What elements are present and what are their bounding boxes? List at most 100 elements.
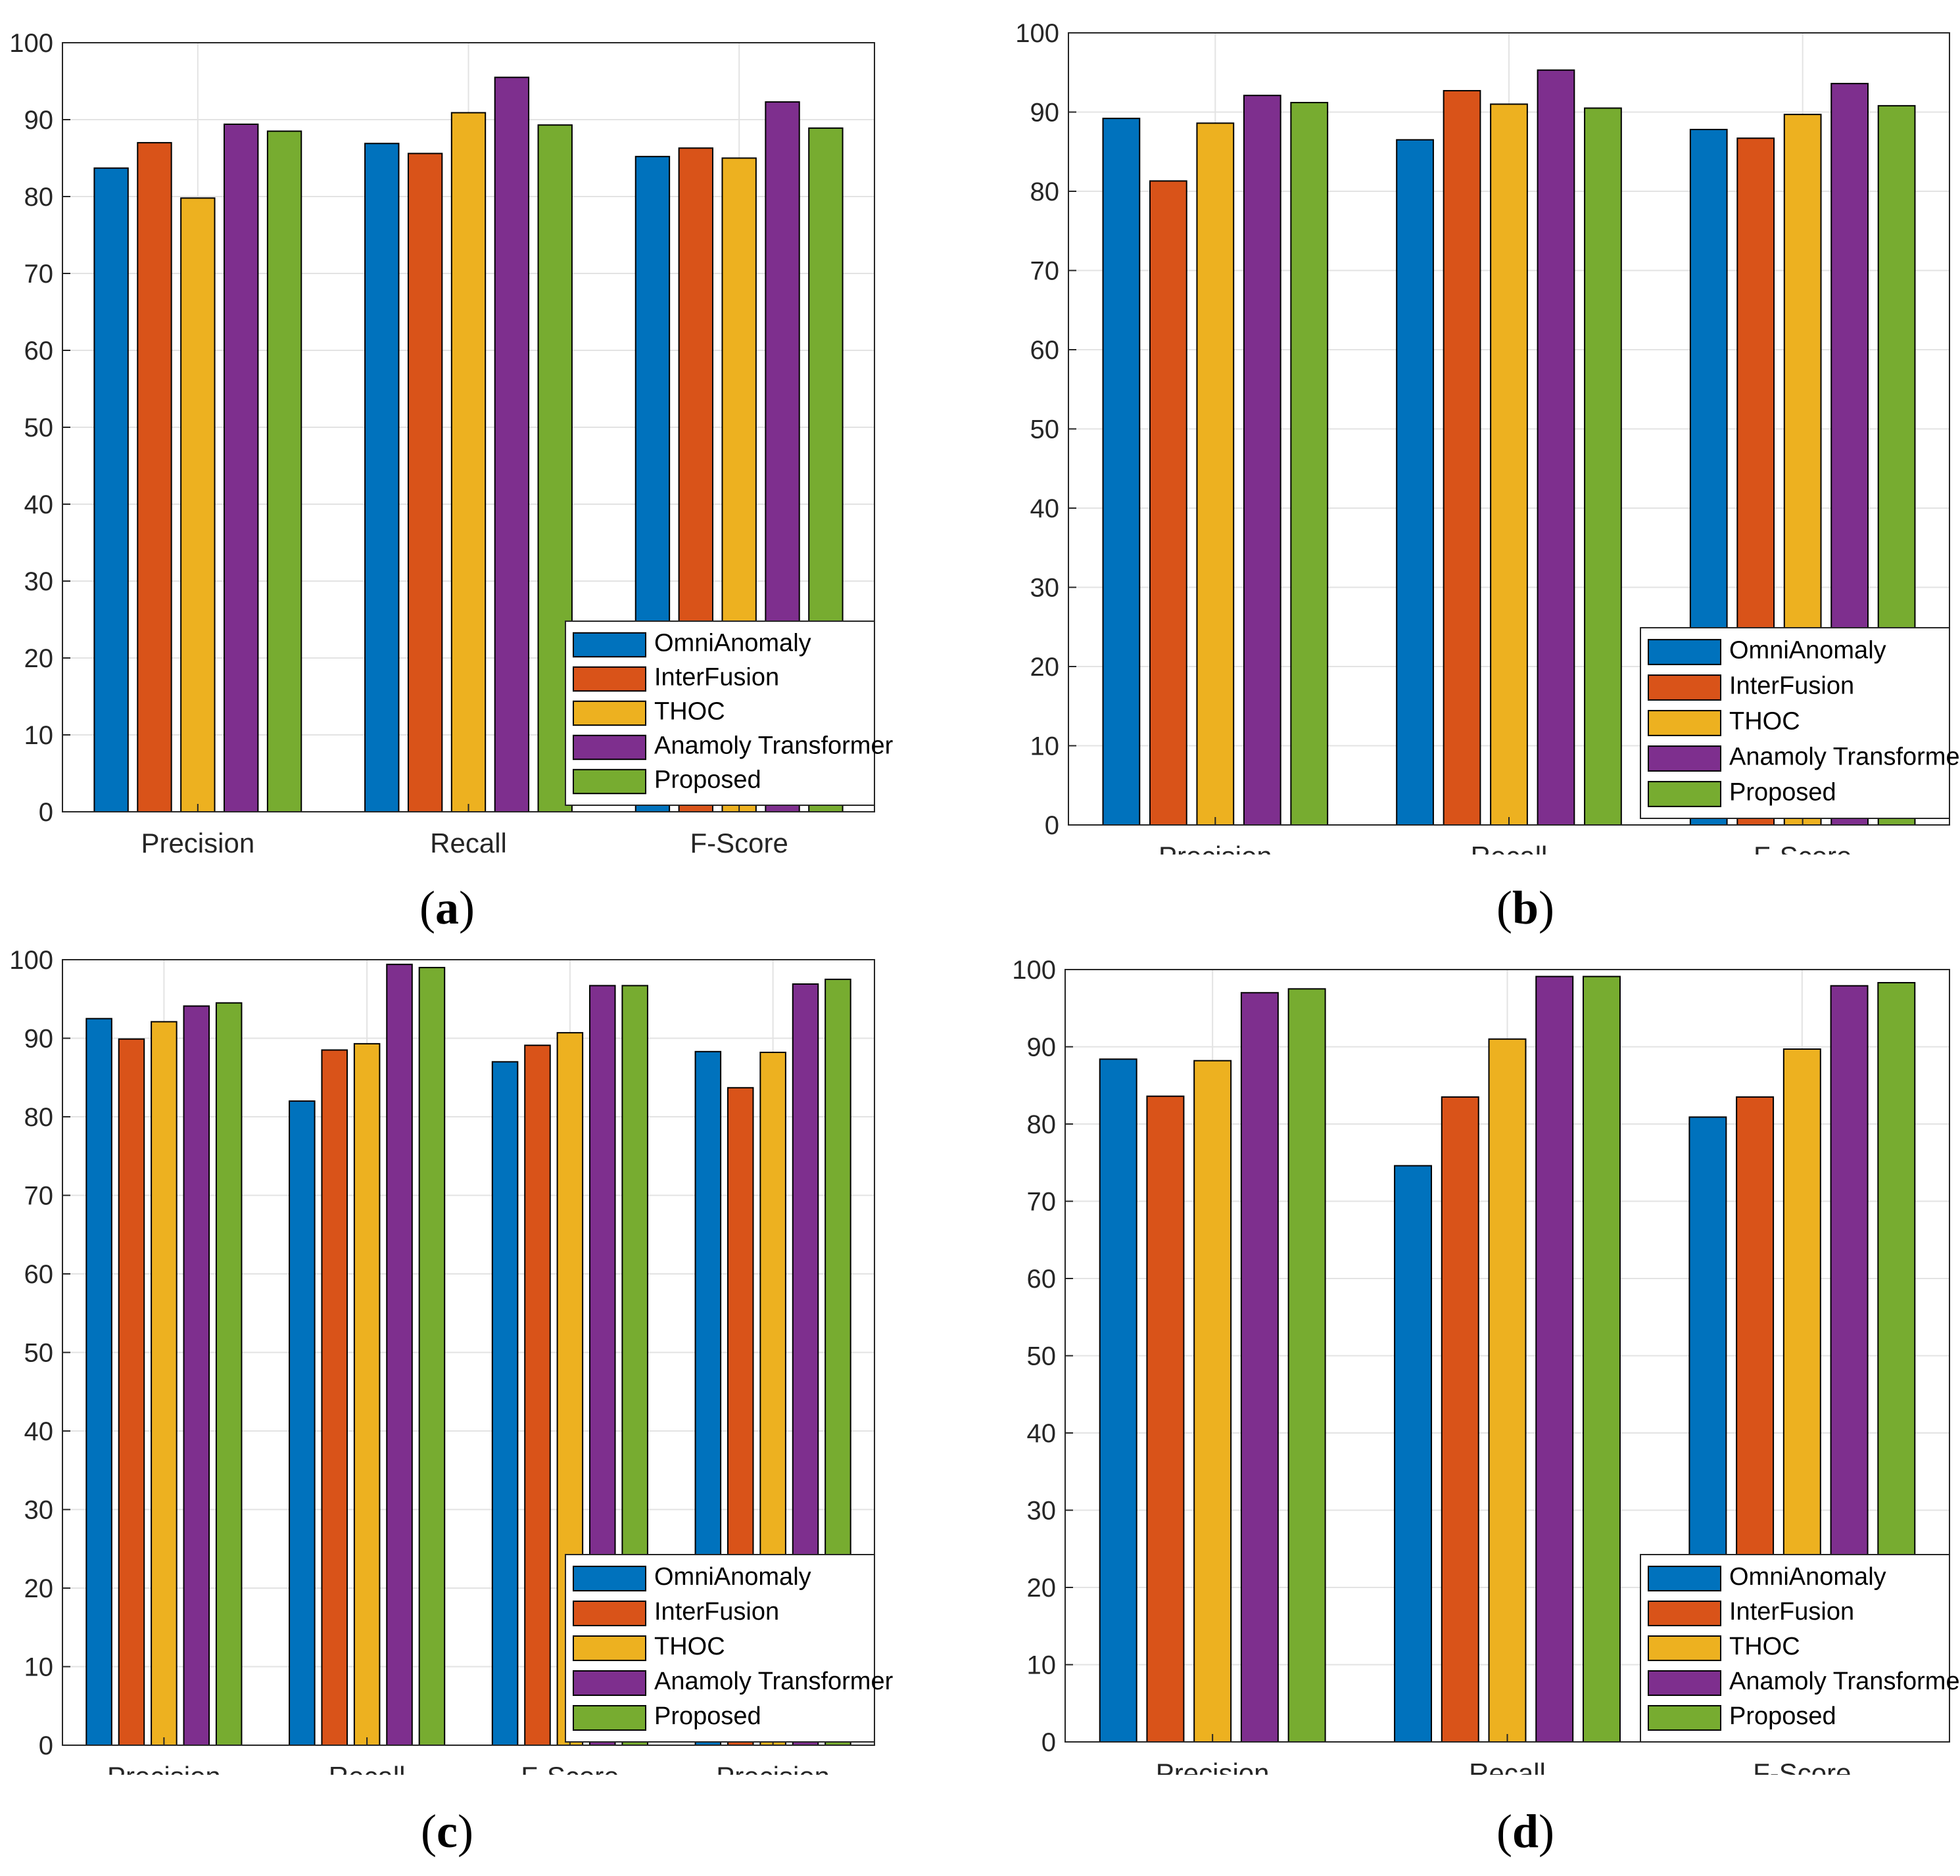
bar: [1582, 975, 1621, 1743]
bar: [137, 142, 172, 813]
legend-label: THOC: [1729, 708, 1800, 736]
legend-swatch: [1648, 1565, 1721, 1592]
y-tick-label: 80: [24, 183, 54, 212]
x-tick-label: Recall: [1471, 841, 1548, 855]
y-tick-label: 80: [24, 1103, 54, 1132]
y-tick-label: 100: [9, 29, 53, 58]
legend-label: InterFusion: [654, 1598, 779, 1626]
y-tick-label: 70: [1030, 257, 1060, 286]
legend-label: Proposed: [654, 766, 761, 793]
legend-label: THOC: [654, 1633, 725, 1660]
y-tick-label: 30: [1027, 1497, 1057, 1526]
bar: [1196, 122, 1235, 826]
x-tick-label: Precision: [141, 828, 254, 855]
legend-swatch: [573, 1565, 646, 1592]
y-tick-label: 90: [1027, 1033, 1057, 1062]
legend-label: Proposed: [1729, 779, 1836, 807]
legend-label: Anamoly Transformer: [1729, 1668, 1960, 1695]
y-tick-label: 80: [1027, 1110, 1057, 1139]
bar: [1396, 139, 1434, 826]
y-tick-label: 80: [1030, 177, 1060, 206]
bar: [1240, 992, 1279, 1743]
legend-label: Proposed: [654, 1702, 761, 1730]
legend-label: InterFusion: [1729, 1598, 1854, 1626]
legend-swatch: [1648, 710, 1721, 736]
panel-caption-b: (b): [1496, 881, 1554, 934]
panel-label-b: b: [1512, 881, 1539, 934]
bar: [289, 1100, 316, 1747]
bar: [1443, 89, 1481, 826]
y-tick-label: 70: [24, 1182, 54, 1211]
bar: [1488, 1038, 1527, 1743]
y-tick-label: 50: [24, 413, 54, 442]
y-tick-label: 60: [24, 337, 54, 365]
chart-panel-b: 0 10 20 30 40 50 60 70 80 90 100 Precision Recall F-S…: [1015, 19, 1960, 855]
bar: [494, 76, 530, 812]
x-tick-label: F-Score: [690, 828, 788, 855]
bar: [224, 124, 259, 812]
panel-label-a: a: [435, 881, 459, 934]
bar: [418, 966, 446, 1747]
panel-caption-c: (c): [421, 1805, 473, 1858]
chart-panel-c: 0 10 20 30 40 50 60 70 80 90 100 Precision Recall F-S…: [9, 946, 894, 1775]
x-tick-label: Recall: [430, 828, 507, 855]
y-tick-label: 30: [24, 1496, 54, 1525]
legend-swatch: [573, 1670, 646, 1697]
panel-label-c: c: [437, 1805, 458, 1858]
legend-label: Anamoly Transformer: [1729, 743, 1960, 771]
y-tick-label: 10: [1027, 1651, 1057, 1680]
panel-caption-a: (a): [419, 881, 475, 934]
y-tick-label: 90: [24, 106, 54, 135]
y-tick-label: 0: [1041, 1728, 1056, 1757]
y-tick-label: 20: [1030, 653, 1060, 682]
legend-label: Proposed: [1729, 1702, 1836, 1730]
x-tick-label: Recall: [329, 1761, 406, 1775]
bar: [321, 1049, 348, 1746]
legend-label: InterFusion: [1729, 672, 1854, 700]
bar: [1099, 1058, 1137, 1743]
y-tick-label: 50: [1027, 1342, 1057, 1371]
bar: [1149, 180, 1187, 826]
legend-label: THOC: [654, 697, 725, 725]
x-tick-label: F-Score: [1753, 1758, 1851, 1775]
legend-swatch: [573, 734, 646, 761]
legend-swatch: [573, 1704, 646, 1731]
y-tick-label: 40: [1030, 494, 1060, 523]
bar: [1490, 103, 1528, 826]
bar: [1146, 1095, 1185, 1743]
bar: [1441, 1096, 1479, 1743]
x-tick-label: F-Score: [521, 1761, 619, 1775]
legend-label: THOC: [1729, 1633, 1800, 1660]
legend-swatch: [1648, 1600, 1721, 1627]
legend-label: InterFusion: [654, 663, 779, 691]
bar: [1102, 118, 1141, 826]
legend-swatch: [1648, 674, 1721, 701]
panel-caption-d: (d): [1496, 1805, 1554, 1858]
bar: [386, 964, 413, 1746]
bar: [524, 1044, 551, 1746]
bar: [407, 152, 443, 813]
legend-label: OmniAnomaly: [654, 629, 811, 657]
legend-label: Anamoly Transformer: [654, 1668, 894, 1695]
legend-label: OmniAnomaly: [1729, 637, 1886, 665]
y-tick-label: 10: [1030, 732, 1060, 761]
bar: [266, 130, 302, 812]
y-tick-label: 0: [1045, 811, 1059, 840]
bar: [118, 1038, 145, 1747]
y-tick-label: 30: [1030, 574, 1060, 603]
x-tick-label: Precision: [1159, 841, 1272, 855]
legend-swatch: [573, 666, 646, 692]
bar: [1584, 107, 1622, 826]
bar: [93, 167, 129, 812]
y-tick-label: 20: [24, 1574, 54, 1603]
y-tick-label: 30: [24, 567, 54, 596]
y-tick-label: 0: [39, 1731, 53, 1760]
legend-swatch: [573, 700, 646, 726]
bar: [491, 1061, 519, 1747]
legend-swatch: [573, 768, 646, 795]
legend-swatch: [1648, 1704, 1721, 1731]
y-tick-label: 40: [1027, 1419, 1057, 1448]
y-tick-label: 90: [1030, 99, 1060, 128]
x-tick-label: Precision: [107, 1761, 221, 1775]
